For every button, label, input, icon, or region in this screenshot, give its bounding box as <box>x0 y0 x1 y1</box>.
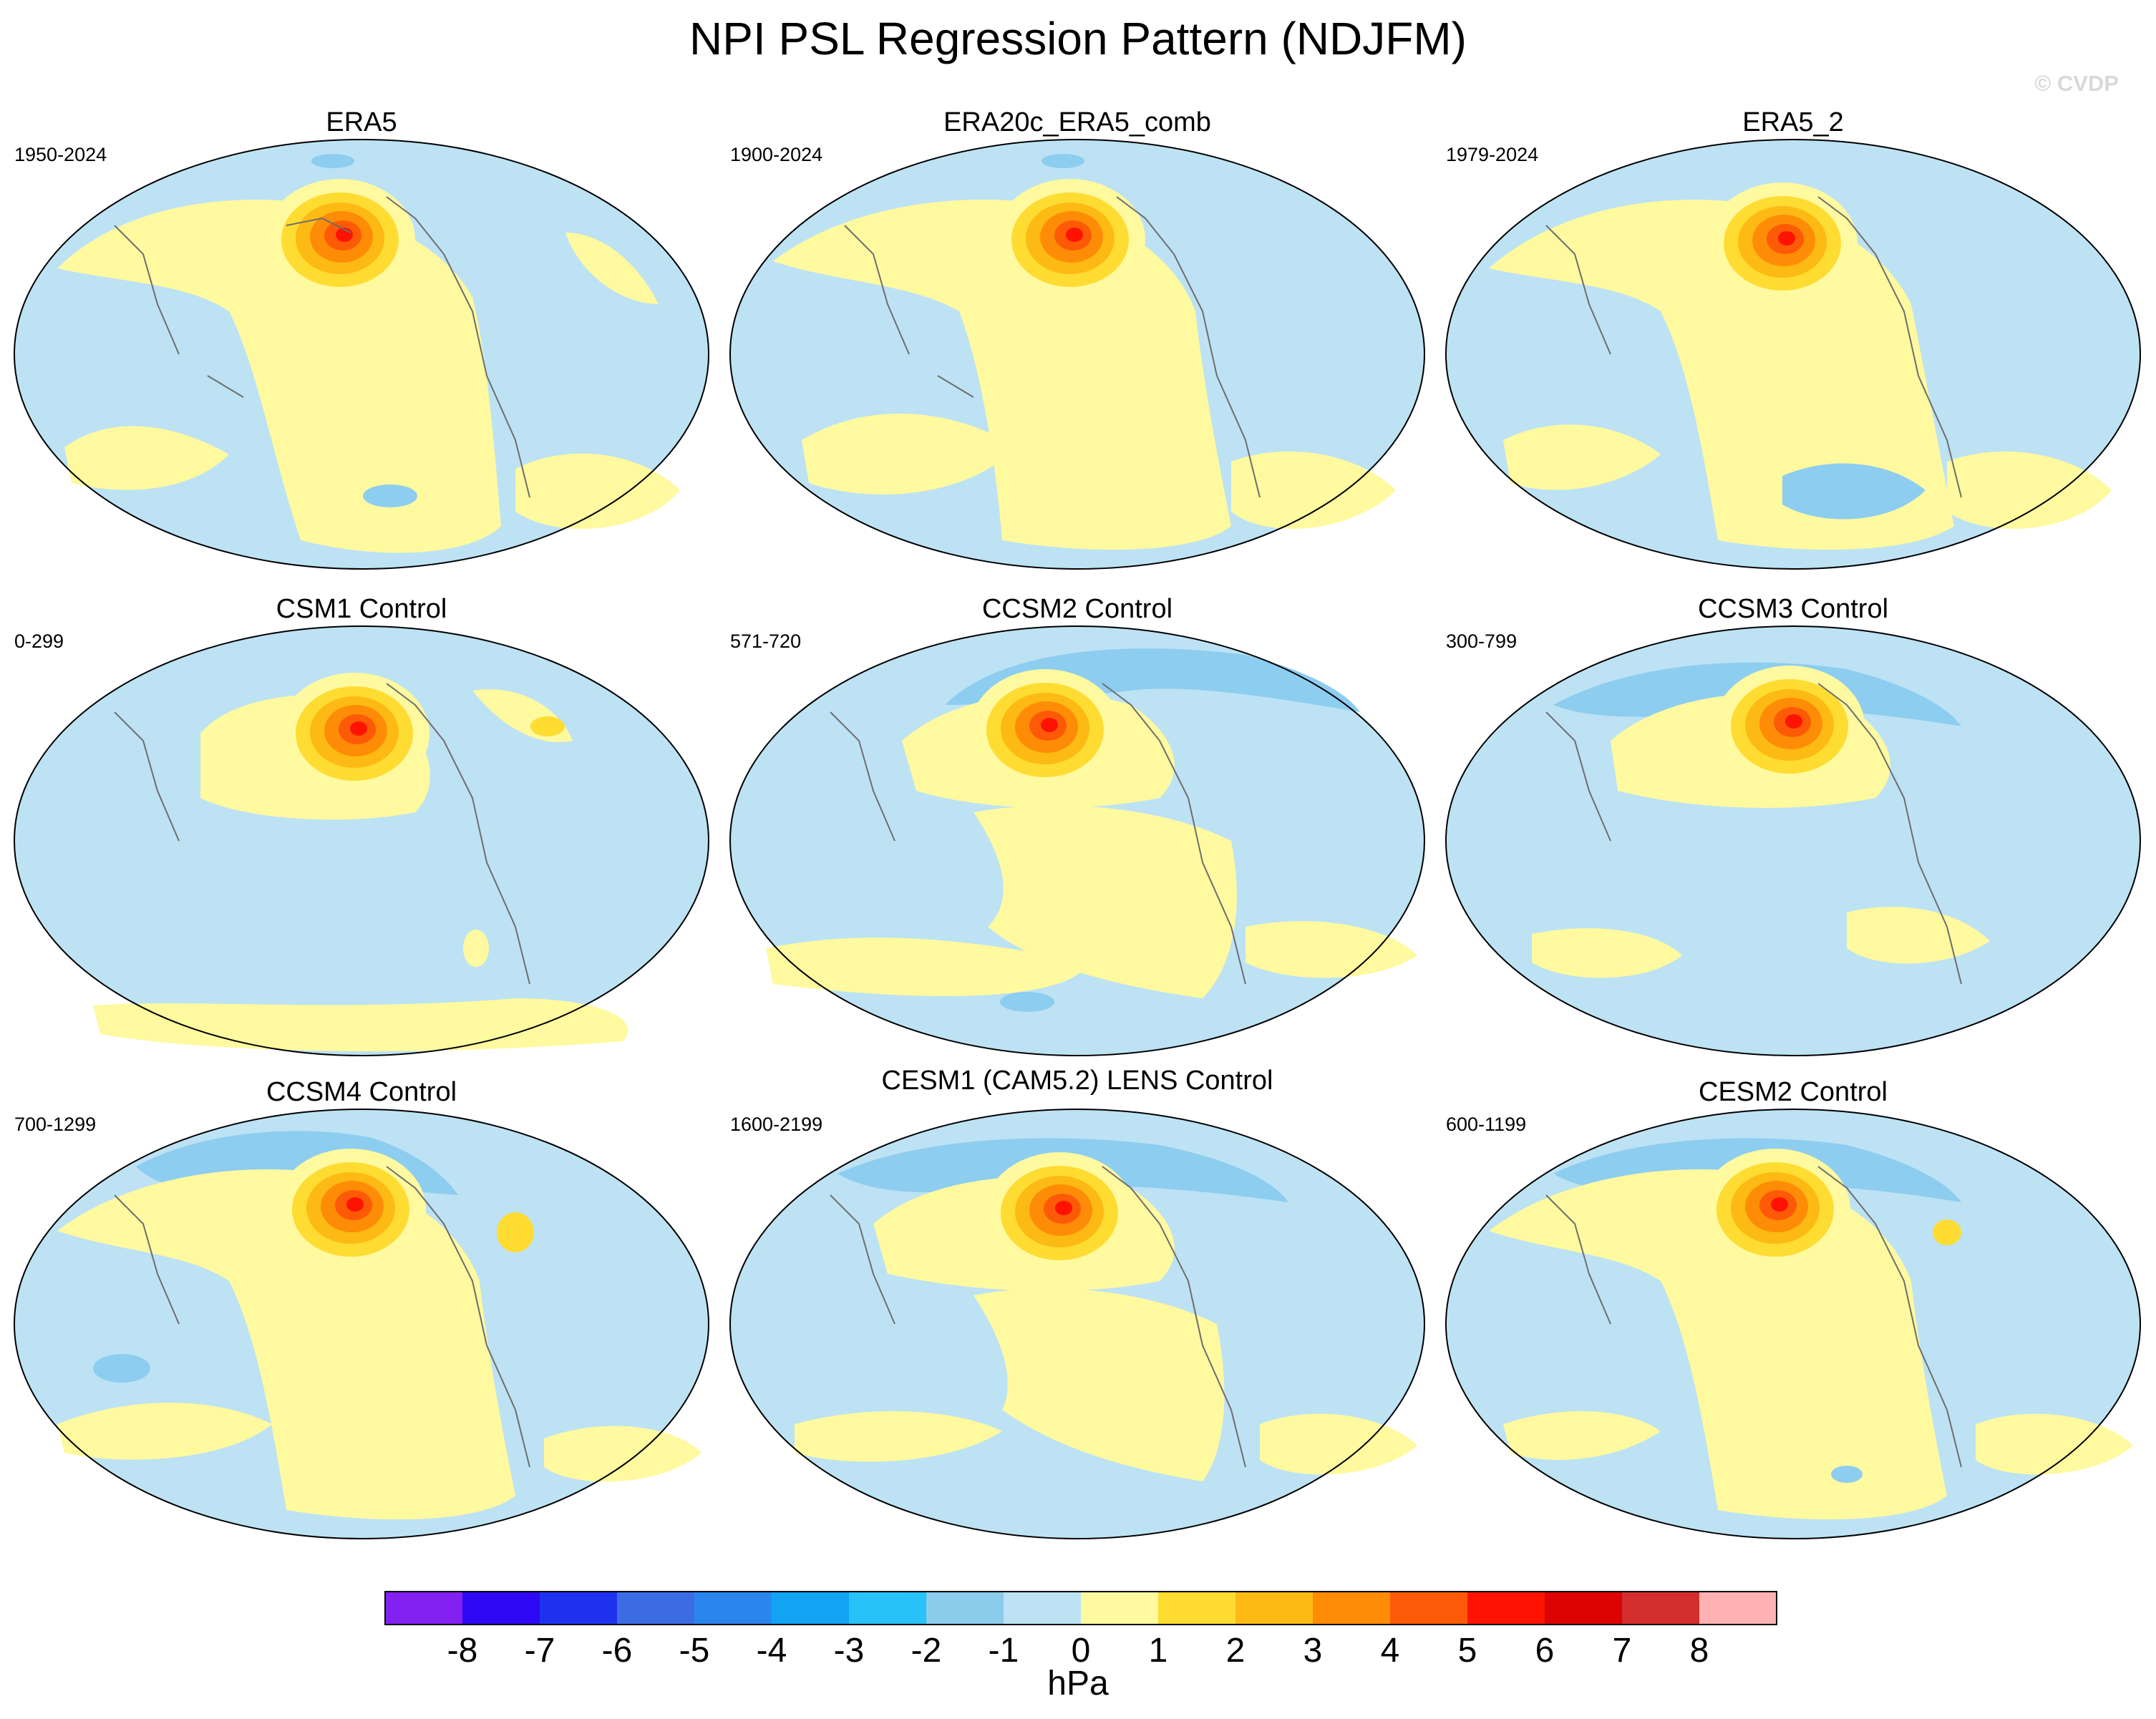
panel-period: 700-1299 <box>14 1114 96 1135</box>
colorbar-box <box>1545 1592 1622 1625</box>
panel-era20c-era5-comb: ERA20c_ERA5_comb 1900-2024 <box>729 107 1425 570</box>
colorbar-tick-label: -7 <box>525 1632 555 1670</box>
panel-period: 571-720 <box>730 630 801 652</box>
colorbar-box <box>1158 1592 1235 1625</box>
panel-period: 300-799 <box>1446 630 1517 652</box>
colorbar-unit-label: hPa <box>1047 1665 1109 1703</box>
panel-ccsm4-control: CCSM4 Control 700-1299 <box>14 1077 709 1539</box>
colorbar-box <box>1004 1592 1081 1625</box>
colorbar-box <box>1699 1592 1777 1625</box>
colorbar: -8 -7 -6 -5 -4 -3 -2 -1 0 1 2 3 4 5 6 7 8 hPa <box>384 1591 1777 1703</box>
colorbar-tick-label: -2 <box>911 1632 942 1670</box>
map-panel <box>14 1109 709 1539</box>
colorbar-tick-label: -8 <box>447 1632 478 1670</box>
colorbar-tick-label: 0 <box>1072 1632 1091 1670</box>
panel-title: CESM1 (CAM5.2) LENS Control <box>882 1066 1273 1096</box>
colorbar-tick-label: 8 <box>1690 1632 1709 1670</box>
panel-cesm2-control: CESM2 Control 600-1199 <box>1445 1077 2141 1539</box>
panel-title: CSM1 Control <box>276 594 447 624</box>
map-panel <box>729 1109 1425 1539</box>
colorbar-box <box>385 1592 462 1625</box>
panel-period: 0-299 <box>14 630 64 652</box>
panel-period: 600-1199 <box>1446 1114 1526 1135</box>
map-panel <box>1445 1109 2141 1539</box>
colorbar-box <box>462 1592 540 1625</box>
colorbar-box <box>772 1592 849 1625</box>
colorbar-box <box>617 1592 694 1625</box>
colorbar-box <box>1622 1592 1699 1625</box>
panel-title: CCSM3 Control <box>1698 594 1888 624</box>
map-panel <box>1445 625 2141 1056</box>
panel-title: ERA20c_ERA5_comb <box>943 107 1211 137</box>
colorbar-box <box>1390 1592 1467 1625</box>
colorbar-outline <box>384 1591 1777 1625</box>
colorbar-box <box>1235 1592 1313 1625</box>
map-panel <box>729 139 1425 570</box>
panel-era5-2: ERA5_2 1979-2024 <box>1445 107 2141 570</box>
panel-title: ERA5 <box>326 107 397 137</box>
colorbar-tick-label: 1 <box>1149 1632 1168 1670</box>
colorbar-box <box>694 1592 772 1625</box>
map-panel <box>1445 139 2141 570</box>
map-panel <box>729 625 1425 1056</box>
colorbar-box <box>849 1592 926 1625</box>
panel-period: 1979-2024 <box>1446 144 1538 165</box>
colorbar-boxes <box>384 1591 1777 1625</box>
panel-period: 1600-2199 <box>730 1114 822 1135</box>
figure-title: NPI PSL Regression Pattern (NDJFM) <box>689 13 1467 64</box>
colorbar-tick-label: -1 <box>989 1632 1019 1670</box>
colorbar-tick-label: 4 <box>1381 1632 1400 1670</box>
colorbar-ticks: -8 -7 -6 -5 -4 -3 -2 -1 0 1 2 3 4 5 6 7 8 <box>447 1632 1709 1670</box>
panel-title: CCSM4 Control <box>266 1077 457 1107</box>
colorbar-tick-label: -5 <box>679 1632 710 1670</box>
colorbar-box <box>1313 1592 1390 1625</box>
colorbar-box <box>540 1592 617 1625</box>
colorbar-tick-label: 5 <box>1458 1632 1477 1670</box>
panel-cesm1-lens-control: CESM1 (CAM5.2) LENS Control 1600-2199 <box>729 1066 1425 1539</box>
colorbar-box <box>1081 1592 1158 1625</box>
colorbar-tick-label: 3 <box>1303 1632 1323 1670</box>
colorbar-tick-label: 6 <box>1535 1632 1555 1670</box>
panel-era5: ERA5 1950-2024 <box>14 107 709 570</box>
colorbar-tick-label: -3 <box>834 1632 865 1670</box>
panel-title: CCSM2 Control <box>982 594 1172 624</box>
colorbar-tick-label: 2 <box>1226 1632 1245 1670</box>
watermark: © CVDP <box>2034 71 2119 96</box>
map-panel <box>14 625 709 1056</box>
colorbar-tick-label: -4 <box>757 1632 787 1670</box>
panel-title: CESM2 Control <box>1699 1077 1888 1107</box>
panel-ccsm2-control: CCSM2 Control 571-720 <box>729 594 1425 1056</box>
colorbar-tick-label: -6 <box>602 1632 633 1670</box>
panel-csm1-control: CSM1 Control 0-299 <box>14 594 709 1056</box>
panel-period: 1950-2024 <box>14 144 107 165</box>
panel-title: ERA5_2 <box>1742 107 1844 137</box>
map-panel <box>14 139 709 570</box>
colorbar-tick-label: 7 <box>1613 1632 1632 1670</box>
panel-period: 1900-2024 <box>730 144 822 165</box>
colorbar-box <box>1467 1592 1545 1625</box>
colorbar-box <box>926 1592 1004 1625</box>
panel-ccsm3-control: CCSM3 Control 300-799 <box>1445 594 2141 1056</box>
